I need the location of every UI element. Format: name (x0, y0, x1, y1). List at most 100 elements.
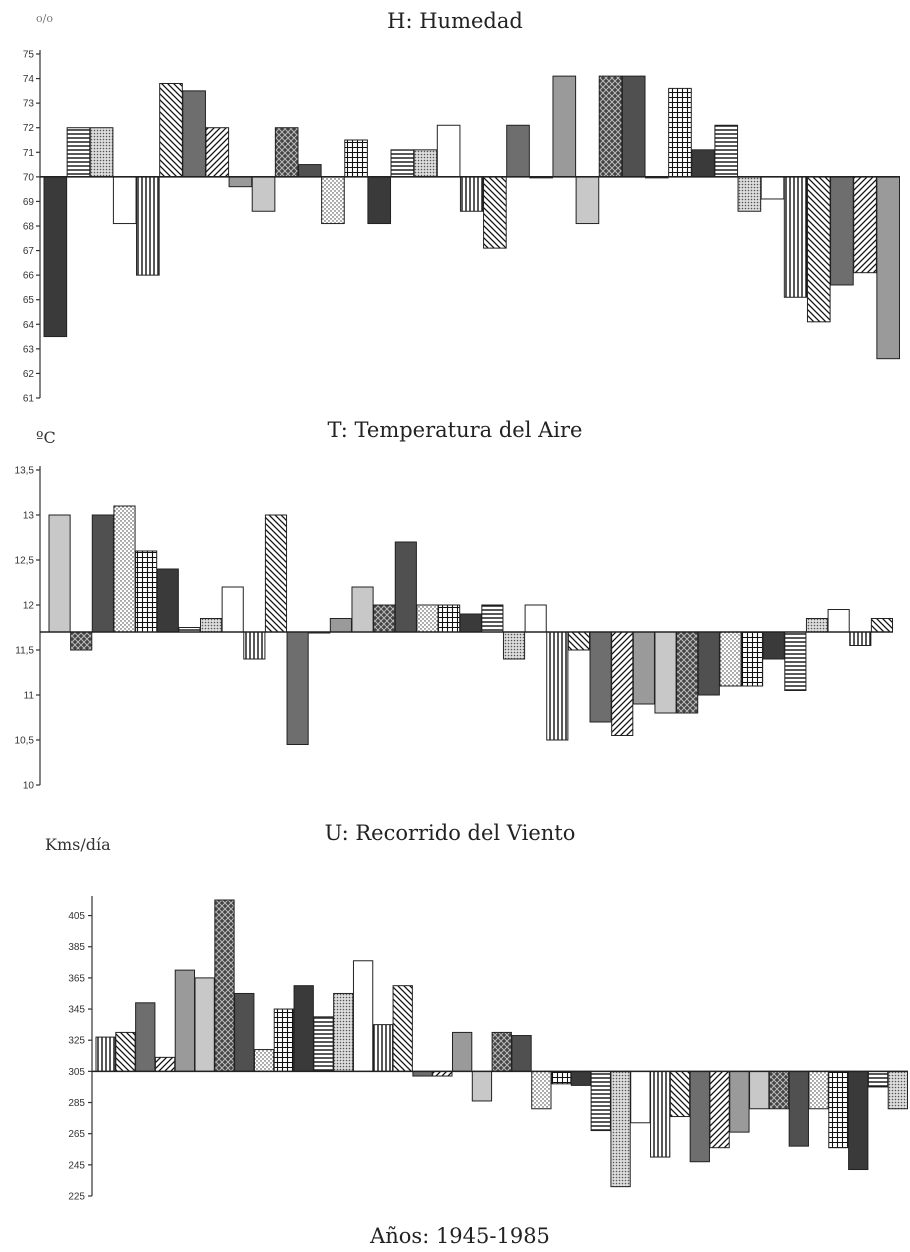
bar-temperatura-9 (221, 586, 244, 633)
bar-temperatura-31 (697, 631, 720, 696)
y-tick-label: 305 (68, 1067, 85, 1078)
y-tick-label: 11,5 (15, 646, 34, 657)
bar-temperatura-2 (70, 631, 93, 651)
bar-viento-19 (451, 1031, 473, 1072)
bar-temperatura-19 (438, 604, 461, 633)
y-tick-label: 12,5 (15, 556, 35, 567)
bar-humedad-2 (66, 127, 91, 178)
chart-title-temperatura: T: Temperatura del Aire (328, 418, 583, 442)
bar-temperatura-30 (676, 631, 699, 714)
bar-viento-21 (491, 1031, 512, 1072)
y-tick-label: 385 (68, 942, 85, 953)
y-tick-label: 72 (23, 123, 35, 134)
bar-viento-10 (273, 1008, 295, 1072)
bar-viento-16 (392, 985, 413, 1072)
bar-humedad-13 (321, 176, 345, 225)
bar-viento-33 (729, 1070, 750, 1133)
bar-temperatura-17 (394, 541, 417, 633)
bar-humedad-30 (714, 124, 739, 178)
chart-title-viento: U: Recorrido del Viento (325, 821, 576, 845)
bar-temperatura-32 (719, 631, 742, 687)
bar-humedad-3 (89, 127, 114, 178)
bar-temperatura-33 (741, 631, 764, 687)
bar-temperatura-16 (373, 604, 396, 633)
bar-viento-29 (650, 1070, 671, 1158)
bar-humedad-36 (853, 176, 877, 274)
bar-viento-40 (867, 1070, 889, 1088)
bar-viento-4 (154, 1056, 176, 1072)
bar-temperatura-21 (481, 604, 504, 633)
bar-humedad-6 (159, 82, 183, 178)
y-tick-label: 62 (23, 369, 35, 380)
bar-temperatura-6 (156, 568, 179, 633)
bar-temperatura-15 (351, 586, 374, 633)
y-tick-label: 345 (68, 1005, 85, 1016)
bar-temperatura-23 (524, 604, 547, 633)
bar-temperatura-8 (199, 618, 223, 633)
y-tick-label: 69 (23, 197, 35, 208)
bar-humedad-35 (830, 176, 854, 286)
bar-viento-34 (749, 1070, 770, 1110)
bar-viento-12 (313, 1016, 334, 1072)
bar-temperatura-20 (459, 613, 482, 633)
ylabel-humedad: o/o (36, 12, 53, 25)
bar-temperatura-12 (286, 631, 309, 745)
bar-viento-28 (630, 1070, 651, 1124)
ylabel-temperatura: ºC (36, 428, 56, 447)
bar-temperatura-35 (784, 631, 807, 691)
bar-temperatura-36 (805, 618, 829, 633)
y-tick-label: 285 (68, 1098, 85, 1109)
bar-viento-32 (709, 1070, 730, 1149)
bar-temperatura-28 (632, 631, 655, 705)
bar-viento-38 (828, 1070, 849, 1149)
bar-humedad-23 (552, 75, 577, 178)
bar-humedad-8 (205, 127, 230, 178)
bar-temperatura-11 (264, 514, 288, 633)
bar-viento-8 (234, 992, 255, 1072)
bar-temperatura-24 (546, 631, 569, 741)
bar-humedad-7 (182, 90, 206, 178)
bar-humedad-18 (436, 124, 461, 178)
bar-viento-23 (531, 1070, 552, 1110)
bar-humedad-16 (390, 149, 415, 178)
bar-humedad-34 (806, 176, 831, 323)
bar-temperatura-29 (654, 631, 677, 714)
bar-temperatura-26 (589, 631, 612, 723)
bar-viento-13 (333, 992, 354, 1072)
bar-viento-39 (848, 1070, 869, 1171)
y-tick-label: 65 (23, 295, 35, 306)
y-tick-label: 73 (23, 99, 35, 110)
bar-humedad-17 (413, 149, 438, 178)
bar-temperatura-14 (329, 618, 352, 633)
bar-temperatura-22 (502, 631, 526, 660)
y-tick-label: 67 (23, 246, 35, 257)
y-tick-label: 245 (68, 1160, 85, 1171)
bar-viento-14 (352, 960, 374, 1072)
y-tick-label: 11 (24, 691, 35, 702)
bar-temperatura-27 (611, 631, 634, 736)
y-tick-label: 13,5 (15, 466, 35, 477)
bar-viento-5 (174, 969, 196, 1072)
bar-viento-25 (570, 1070, 592, 1086)
bar-viento-36 (788, 1070, 809, 1147)
bar-viento-41 (887, 1070, 909, 1110)
bar-viento-26 (590, 1070, 611, 1132)
bar-viento-7 (214, 899, 235, 1072)
chart-humedad: 61 62 63 64 65 66 67 68 69 70 71 72 73 74 75 (23, 50, 900, 405)
bar-viento-35 (768, 1070, 790, 1110)
bar-humedad-32 (760, 176, 785, 200)
y-tick-label: 64 (23, 320, 35, 331)
y-tick-label: 66 (23, 271, 35, 282)
bar-humedad-14 (344, 139, 368, 178)
y-tick-label: 68 (23, 222, 35, 233)
y-tick-label: 61 (23, 394, 35, 405)
bar-humedad-31 (737, 176, 762, 212)
y-tick-label: 325 (68, 1036, 85, 1047)
bar-humedad-5 (136, 176, 160, 276)
y-tick-label: 10 (23, 781, 35, 792)
bar-humedad-1 (43, 176, 68, 338)
bar-humedad-10 (251, 176, 276, 212)
y-tick-label: 225 (68, 1192, 85, 1203)
bar-viento-27 (610, 1070, 631, 1188)
